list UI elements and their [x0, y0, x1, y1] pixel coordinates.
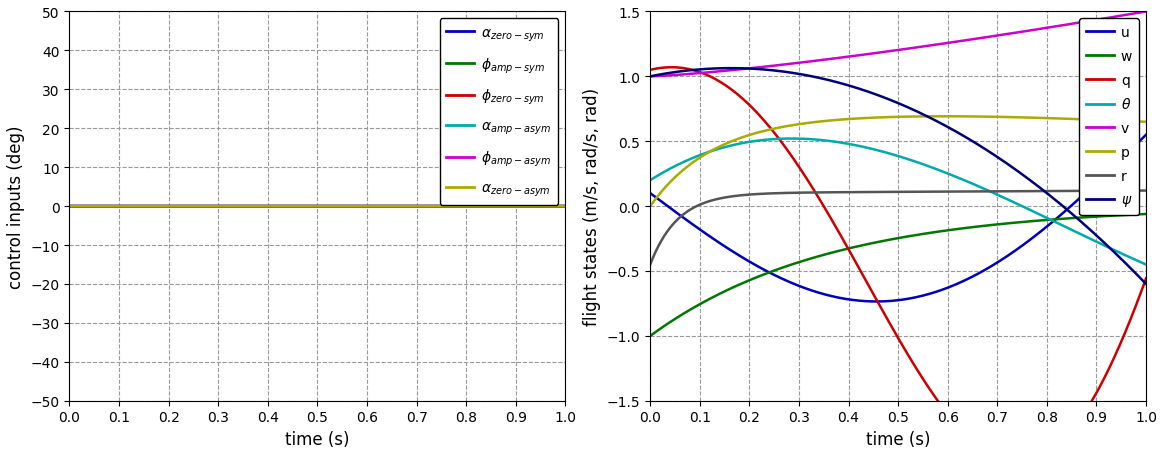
- Legend: $\alpha_{zero-sym}$, $\phi_{amp-sym}$, $\phi_{zero-sym}$, $\alpha_{amp-asym}$, $: $\alpha_{zero-sym}$, $\phi_{amp-sym}$, $…: [440, 20, 559, 205]
- X-axis label: time (s): time (s): [866, 430, 930, 448]
- Legend: u, w, q, $\theta$, v, p, r, $\psi$: u, w, q, $\theta$, v, p, r, $\psi$: [1079, 20, 1140, 216]
- Y-axis label: control inputs (deg): control inputs (deg): [7, 125, 24, 288]
- Y-axis label: flight states (m/s, rad/s, rad): flight states (m/s, rad/s, rad): [583, 88, 602, 325]
- X-axis label: time (s): time (s): [285, 430, 349, 448]
